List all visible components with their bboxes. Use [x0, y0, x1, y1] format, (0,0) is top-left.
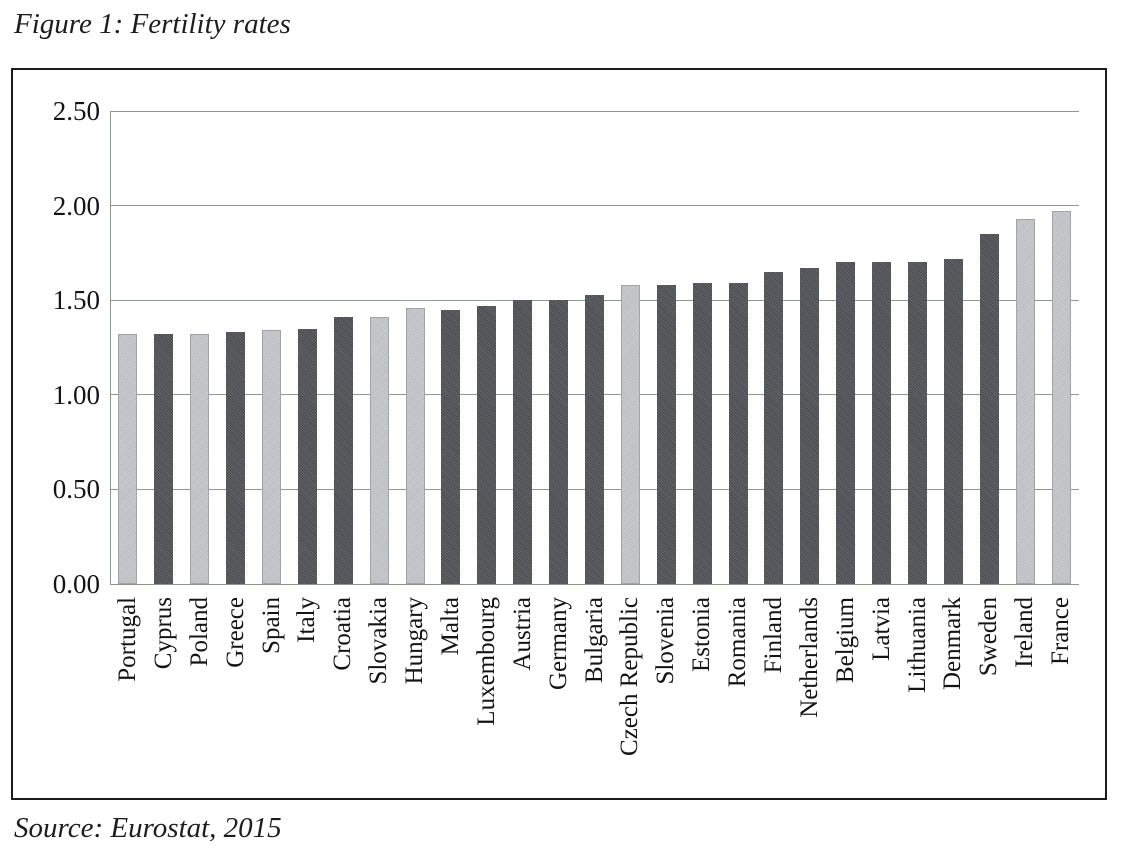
y-tick-label: 2.00 — [52, 190, 100, 221]
x-label-greece: Greece — [221, 597, 249, 668]
x-label-luxembourg: Luxembourg — [472, 597, 500, 726]
y-tick-label: 0.00 — [52, 569, 100, 599]
x-label-estonia: Estonia — [688, 597, 716, 672]
x-label-croatia: Croatia — [329, 597, 357, 671]
gridline-0.00 — [110, 583, 1079, 585]
x-label-belgium: Belgium — [831, 597, 859, 684]
y-axis-line — [110, 111, 111, 584]
bar-france — [1051, 211, 1071, 584]
bar-ireland — [1015, 218, 1035, 584]
x-label-denmark: Denmark — [939, 597, 967, 691]
y-tick-label: 0.50 — [52, 474, 100, 505]
bar-czech-republic — [620, 285, 640, 584]
figure-title: Figure 1: Fertility rates — [14, 8, 291, 40]
x-label-cyprus: Cyprus — [149, 597, 177, 670]
bar-croatia — [333, 317, 353, 584]
bar-italy — [297, 328, 317, 584]
bar-belgium — [836, 262, 856, 584]
x-label-slovakia: Slovakia — [365, 597, 393, 685]
bar-portugal — [118, 334, 138, 584]
x-label-slovenia: Slovenia — [652, 597, 680, 685]
x-label-bulgaria: Bulgaria — [580, 597, 608, 684]
x-label-germany: Germany — [544, 597, 572, 691]
x-label-france: France — [1047, 597, 1075, 666]
x-label-latvia: Latvia — [867, 597, 895, 661]
x-label-spain: Spain — [257, 597, 285, 654]
x-label-finland: Finland — [759, 597, 787, 674]
bar-bulgaria — [585, 294, 604, 584]
x-label-czech-republic: Czech Republic — [616, 597, 644, 756]
bar-estonia — [692, 283, 712, 584]
bar-greece — [226, 332, 246, 584]
bar-denmark — [943, 258, 963, 584]
x-label-italy: Italy — [293, 597, 321, 643]
x-label-hungary: Hungary — [401, 597, 429, 685]
bar-finland — [764, 271, 784, 584]
y-tick-label: 2.50 — [52, 96, 100, 126]
x-label-romania: Romania — [724, 597, 752, 688]
bar-poland — [190, 334, 210, 584]
bar-luxembourg — [477, 305, 497, 584]
x-label-portugal: Portugal — [113, 597, 141, 682]
figure-source: Source: Eurostat, 2015 — [14, 812, 282, 844]
x-label-poland: Poland — [185, 597, 213, 667]
bar-hungary — [405, 307, 425, 584]
bar-netherlands — [800, 268, 820, 584]
bar-austria — [513, 300, 533, 584]
bar-malta — [441, 309, 461, 584]
x-label-malta: Malta — [436, 597, 464, 656]
x-label-ireland: Ireland — [1011, 597, 1039, 668]
bar-lithuania — [908, 262, 927, 584]
bar-germany — [549, 300, 569, 584]
x-label-netherlands: Netherlands — [795, 597, 823, 718]
bar-slovenia — [656, 285, 676, 584]
x-label-lithuania: Lithuania — [903, 597, 931, 693]
gridline-2.50 — [110, 110, 1079, 112]
y-tick-label: 1.00 — [52, 379, 100, 410]
bar-romania — [728, 283, 748, 584]
bar-latvia — [872, 262, 892, 584]
y-tick-label: 1.50 — [52, 285, 100, 316]
gridline-2.00 — [110, 205, 1079, 207]
bar-cyprus — [154, 334, 174, 584]
bar-sweden — [979, 233, 999, 584]
bar-slovakia — [369, 317, 389, 584]
bar-spain — [262, 330, 281, 584]
x-label-austria: Austria — [508, 597, 536, 671]
x-label-sweden: Sweden — [975, 597, 1003, 677]
